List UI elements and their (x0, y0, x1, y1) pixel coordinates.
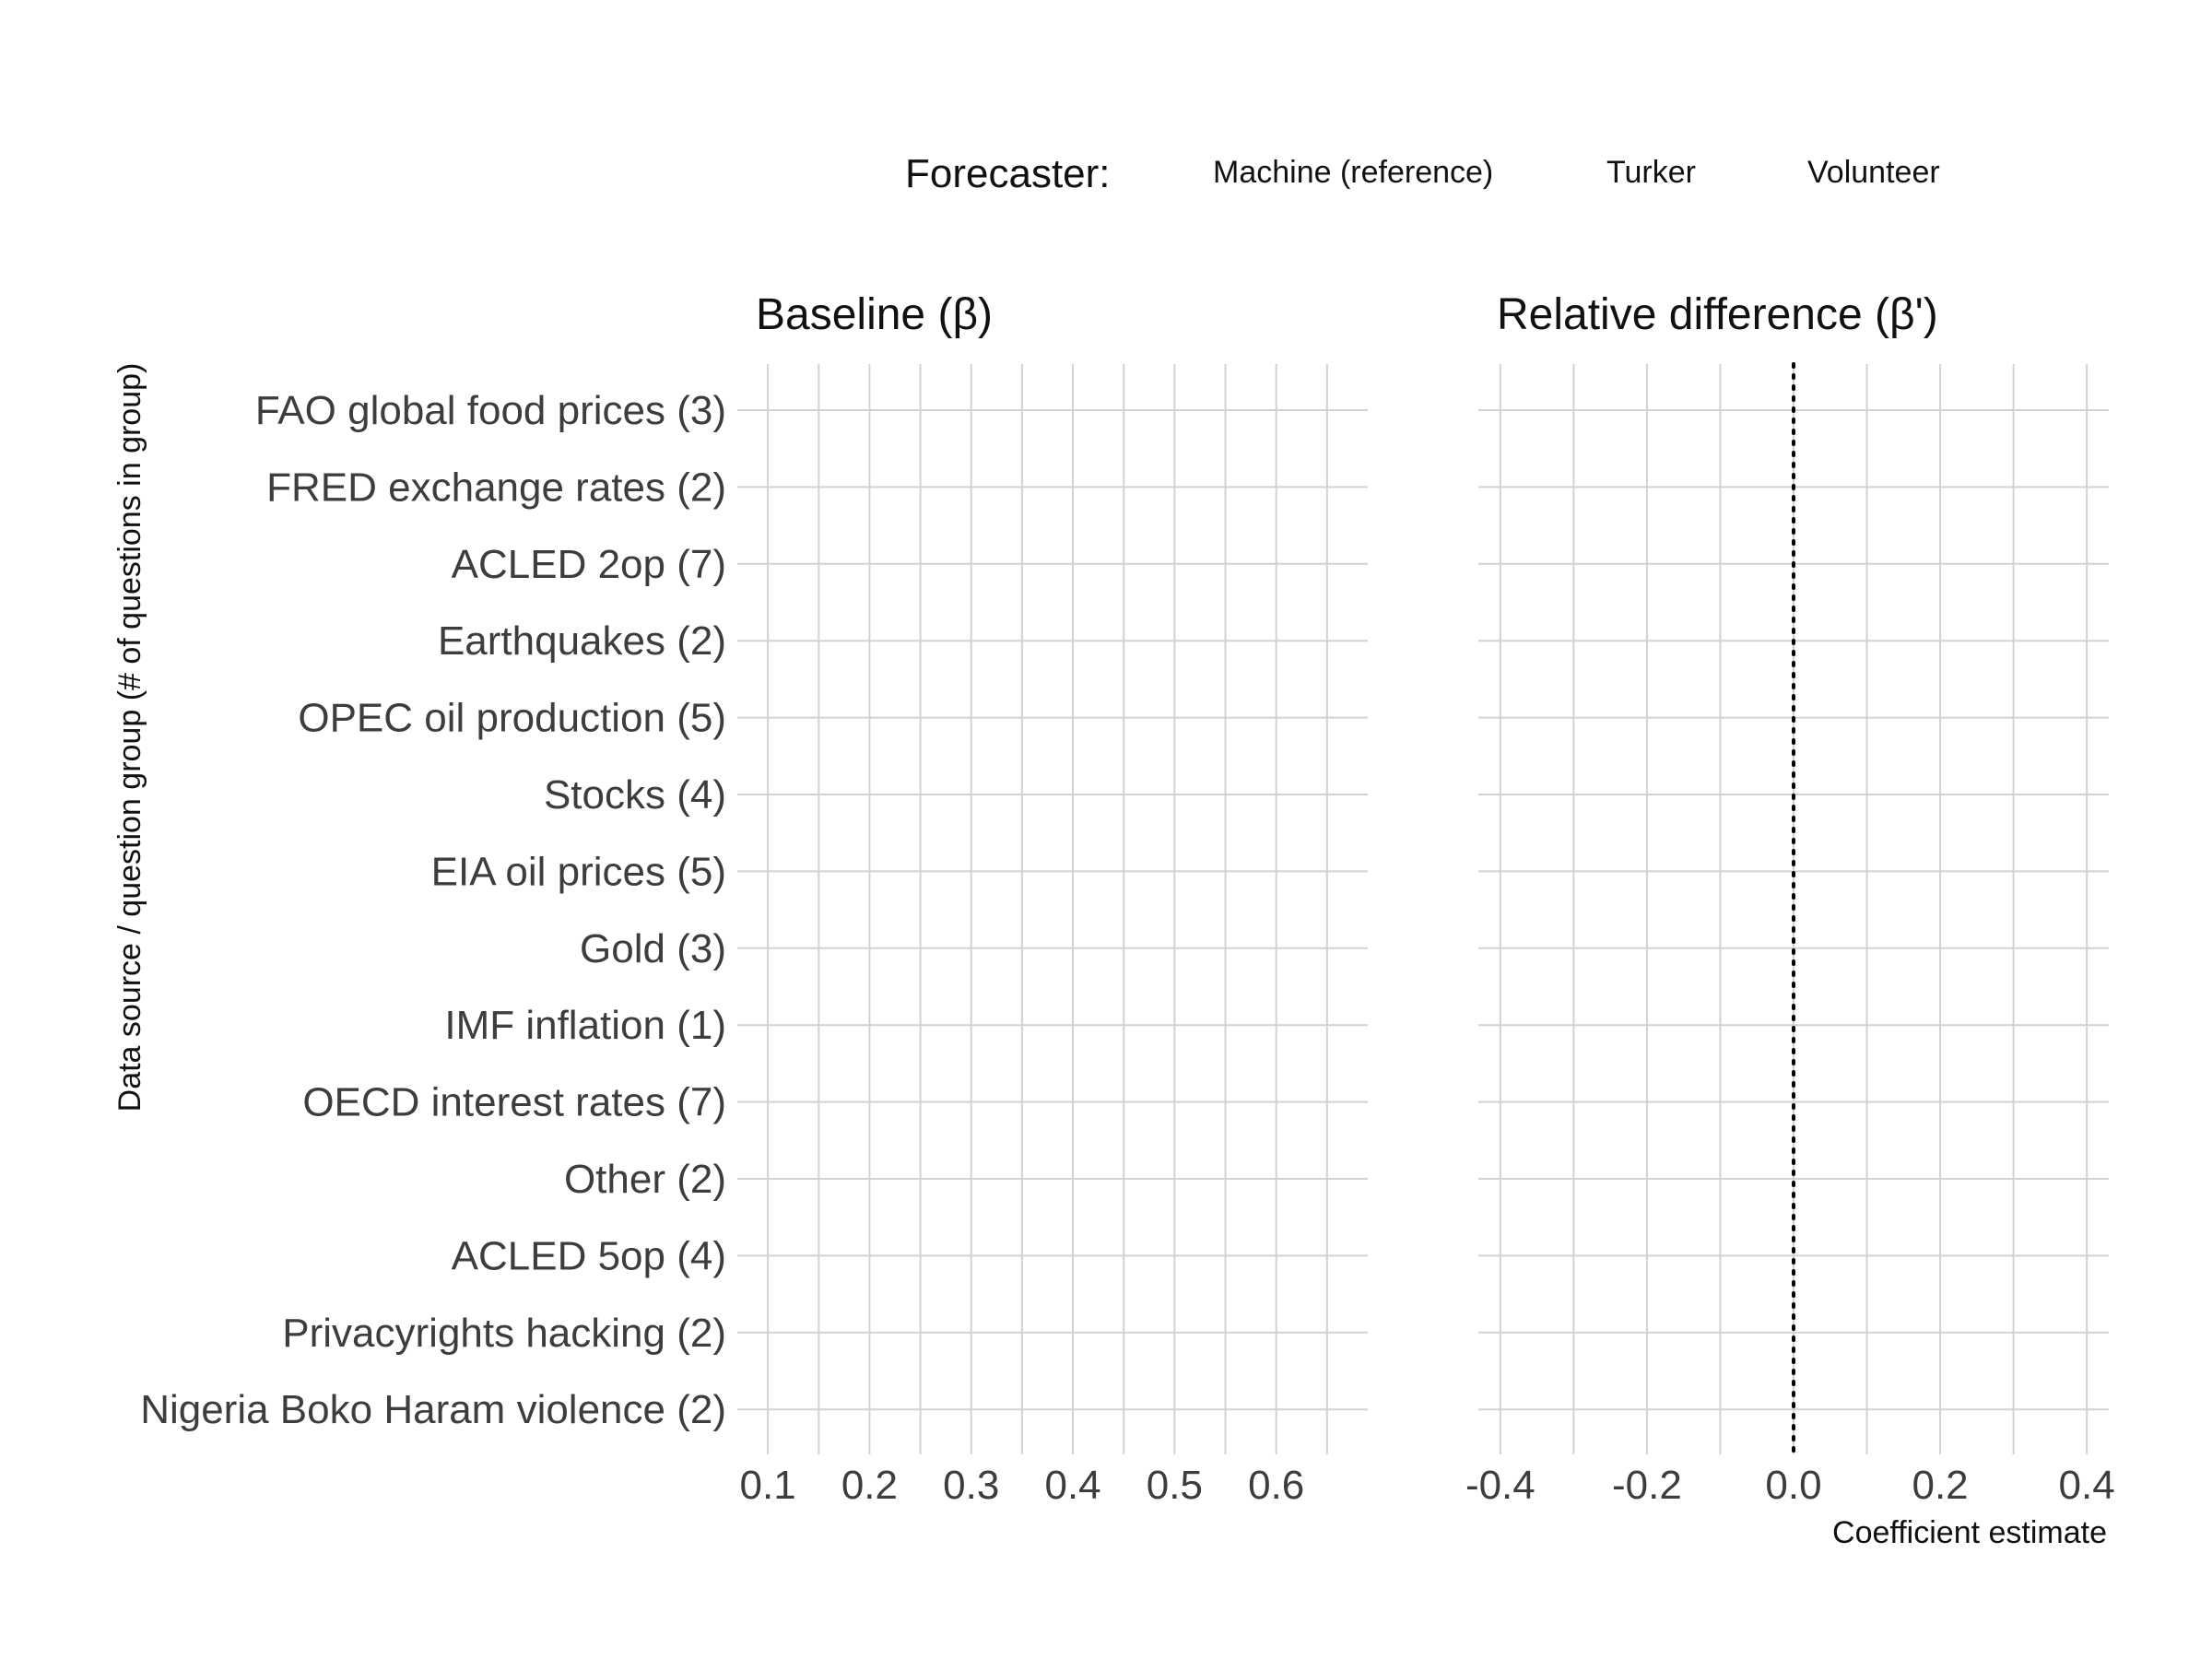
x-tick-label: 0.4 (2059, 1463, 2115, 1508)
x-tick-label: 0.1 (740, 1463, 796, 1508)
x-tick-label: 0.5 (1147, 1463, 1203, 1508)
legend-item-volunteer: Volunteer (1807, 155, 1940, 190)
x-tick-label: 0.4 (1044, 1463, 1100, 1508)
category-labels: FAO global food prices (3) FRED exchange … (140, 388, 726, 1432)
x-tick-label: 0.2 (841, 1463, 898, 1508)
panel-title-baseline: Baseline (β) (756, 290, 993, 339)
x-tick-label: 0.3 (943, 1463, 999, 1508)
category-label: Earthquakes (2) (438, 618, 726, 664)
panel-baseline: 0.1 0.2 0.3 0.4 0.5 0.6 (737, 364, 1368, 1508)
category-label: OPEC oil production (5) (298, 696, 726, 741)
x-tick-label: -0.4 (1465, 1463, 1535, 1508)
category-label: Nigeria Boko Haram violence (2) (140, 1387, 726, 1432)
x-tick-label: 0.6 (1248, 1463, 1304, 1508)
category-label: IMF inflation (1) (444, 1003, 726, 1048)
y-axis-title: Data source / question group (# of quest… (112, 363, 147, 1112)
category-label: ACLED 5op (4) (452, 1233, 726, 1278)
legend-item-machine: Machine (reference) (1213, 155, 1493, 190)
x-tick-label: -0.2 (1612, 1463, 1682, 1508)
category-label: EIA oil prices (5) (431, 849, 726, 894)
legend: Forecaster: Machine (reference) Turker V… (905, 151, 1940, 196)
category-label: FAO global food prices (3) (255, 388, 726, 433)
x-axis-title: Coefficient estimate (1832, 1515, 2107, 1550)
category-label: Other (2) (564, 1157, 726, 1202)
category-label: Privacyrights hacking (2) (282, 1311, 726, 1356)
x-tick-label: 0.2 (1912, 1463, 1968, 1508)
legend-item-turker: Turker (1606, 155, 1696, 190)
panel-title-relative-difference: Relative difference (β') (1497, 290, 1938, 339)
panel-relative-difference: -0.4 -0.2 0.0 0.2 0.4 (1465, 362, 2115, 1508)
category-label: Stocks (4) (544, 772, 726, 818)
category-label: FRED exchange rates (2) (266, 465, 726, 510)
x-tick-label: 0.0 (1765, 1463, 1821, 1508)
category-label: ACLED 2op (7) (452, 542, 726, 587)
legend-title: Forecaster: (905, 151, 1111, 196)
category-label: Gold (3) (580, 926, 726, 971)
category-label: OECD interest rates (7) (302, 1080, 726, 1125)
